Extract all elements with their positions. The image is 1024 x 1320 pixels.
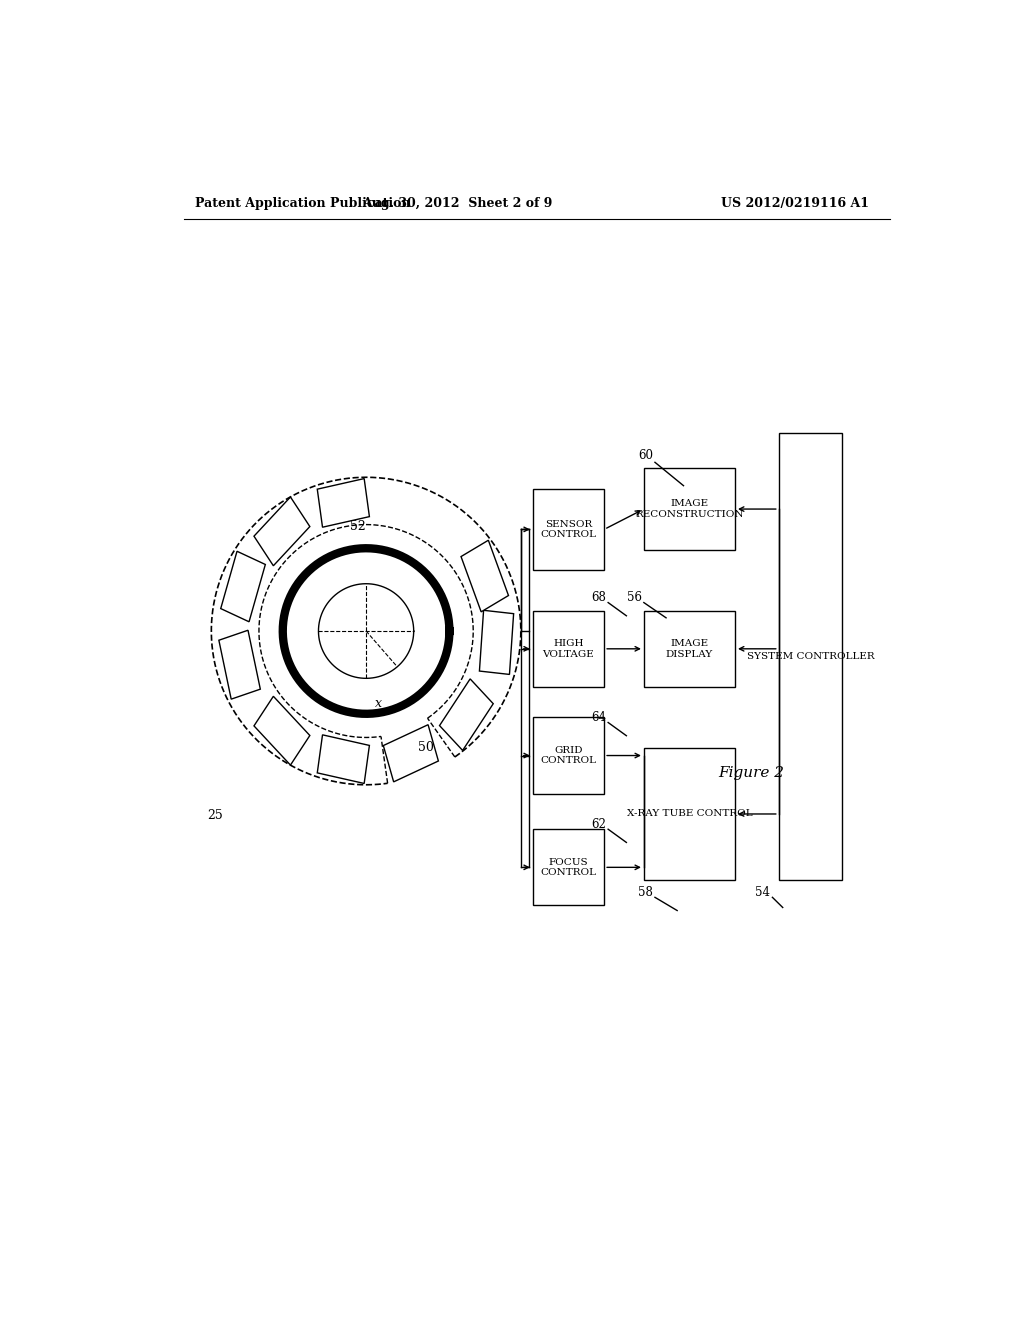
Text: HIGH
VOLTAGE: HIGH VOLTAGE [543,639,594,659]
Text: 25: 25 [208,809,223,822]
Text: 52: 52 [350,520,366,533]
Text: 56: 56 [627,591,642,605]
Bar [219,630,260,700]
Text: x: x [375,697,382,710]
Bar [439,678,494,751]
Text: 62: 62 [591,817,606,830]
Bar [383,725,438,781]
Bar [254,696,310,766]
Text: IMAGE
RECONSTRUCTION: IMAGE RECONSTRUCTION [635,499,743,519]
Bar [317,735,370,784]
Text: 60: 60 [638,449,653,462]
Text: US 2012/0219116 A1: US 2012/0219116 A1 [721,197,868,210]
Bar [461,540,509,612]
Text: FOCUS
CONTROL: FOCUS CONTROL [541,858,596,876]
Text: Figure 2: Figure 2 [718,767,784,780]
Bar [644,748,735,880]
Text: Patent Application Publication: Patent Application Publication [196,197,411,210]
Bar [532,611,604,686]
Bar [221,552,265,622]
Text: Aug. 30, 2012  Sheet 2 of 9: Aug. 30, 2012 Sheet 2 of 9 [362,197,553,210]
Bar [532,718,604,793]
Bar [644,611,735,686]
Text: IMAGE
DISPLAY: IMAGE DISPLAY [666,639,713,659]
Text: SENSOR
CONTROL: SENSOR CONTROL [541,520,596,539]
Bar [644,469,735,549]
Bar [778,433,842,880]
Text: SYSTEM CONTROLLER: SYSTEM CONTROLLER [746,652,874,661]
Bar [254,496,310,566]
Text: X-RAY TUBE CONTROL: X-RAY TUBE CONTROL [627,809,753,818]
Text: 50: 50 [418,742,433,755]
Bar [532,829,604,906]
Bar [532,488,604,570]
Text: GRID
CONTROL: GRID CONTROL [541,746,596,766]
Text: 58: 58 [638,886,653,899]
Text: 64: 64 [591,711,606,723]
Text: 68: 68 [591,591,606,605]
Bar [317,479,370,527]
Bar [479,610,514,675]
Text: 54: 54 [756,886,770,899]
